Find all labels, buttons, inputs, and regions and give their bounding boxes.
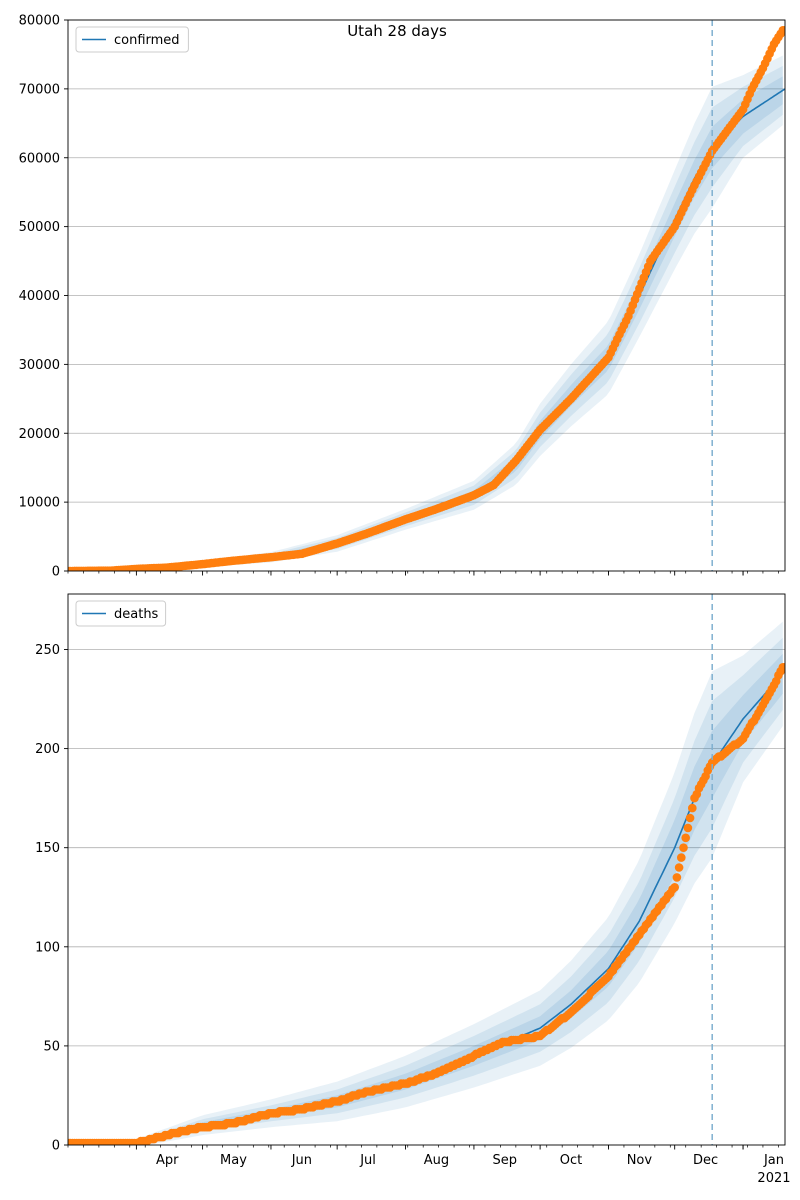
deaths-panel: 0 50 100 150 200 250 Apr May Jun Jul Aug Sep Oct Nov D…	[35, 593, 791, 1186]
observed-point	[780, 26, 785, 35]
x-tick-label: Sep	[493, 1153, 518, 1168]
legend: deaths	[75, 600, 167, 627]
y-tick-label: 150	[35, 841, 60, 856]
confidence-band	[68, 653, 783, 1145]
y-tick-label: 60000	[19, 151, 60, 166]
y-tick-label: 0	[52, 1139, 60, 1154]
model-line	[68, 88, 785, 571]
observed-point	[683, 823, 693, 833]
x-tick-label: Nov	[627, 1153, 653, 1168]
confidence-band	[68, 637, 783, 1145]
axes-frame	[67, 593, 786, 1146]
x-tick-label: May	[220, 1153, 247, 1168]
x-year-label: 2021	[757, 1171, 790, 1186]
observed-point	[674, 863, 684, 872]
plot-area	[68, 621, 785, 1145]
legend-label: deaths	[114, 607, 159, 622]
legend-box	[75, 26, 189, 53]
observed-point	[681, 833, 690, 843]
confidence-band	[68, 55, 783, 571]
y-tick-label: 70000	[19, 82, 60, 97]
observed-point	[670, 883, 679, 892]
legend: confirmed	[75, 26, 189, 53]
y-tick-label: 10000	[19, 496, 60, 511]
x-tick-label: Aug	[424, 1153, 449, 1168]
y-tick-label: 20000	[19, 427, 60, 442]
legend-box	[75, 600, 167, 627]
x-tick-label: Apr	[156, 1153, 179, 1168]
y-tick-label: 50000	[19, 220, 60, 235]
confidence-band	[68, 621, 783, 1145]
y-tick-label: 50	[43, 1039, 60, 1054]
figure-title: Utah 28 days	[347, 22, 447, 40]
y-tick-label: 0	[52, 565, 60, 580]
observed-point	[780, 663, 785, 672]
plot-area	[68, 26, 785, 571]
x-tick-label: Jun	[291, 1153, 312, 1168]
y-tick-label: 200	[35, 742, 60, 757]
confidence-band	[68, 76, 783, 571]
x-tick-label: Oct	[560, 1153, 582, 1168]
confidence-band	[68, 65, 783, 571]
confirmed-panel: 0 10000 20000 30000 40000 50000 60000 70000 8000…	[19, 14, 786, 580]
x-tick-label: Dec	[693, 1153, 718, 1168]
y-tick-label: 40000	[19, 289, 60, 304]
x-tick-label: Jan	[763, 1153, 784, 1168]
observed-point	[688, 803, 697, 813]
x-tick-label: Jul	[359, 1153, 376, 1168]
legend-label: confirmed	[114, 33, 180, 48]
y-tick-label: 80000	[19, 14, 60, 29]
y-tick-label: 250	[35, 643, 60, 658]
y-tick-label: 100	[35, 940, 60, 955]
observed-point	[679, 843, 688, 852]
observed-point	[685, 813, 695, 823]
y-tick-label: 30000	[19, 358, 60, 373]
observed-point	[677, 853, 686, 862]
observed-point	[672, 873, 682, 882]
